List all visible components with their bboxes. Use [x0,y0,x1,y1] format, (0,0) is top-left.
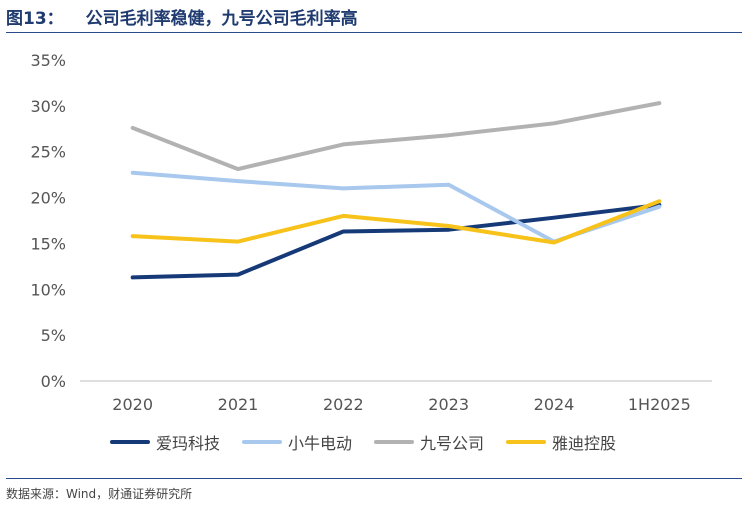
x-tick-label: 2020 [112,395,153,414]
x-tick-label: 2024 [534,395,575,414]
x-tick-label: 1H2025 [628,395,691,414]
line-chart: 0% 5% 10% 15% 20% 25% 30% 35% 2020 2021 2022 2023 20… [30,51,712,414]
x-tick-label: 2023 [428,395,469,414]
legend-item: 九号公司 [374,430,484,454]
legend-item: 小牛电动 [242,430,352,454]
legend-label: 小牛电动 [288,434,353,453]
y-tick-label: 10% [30,280,66,299]
title-divider [6,32,742,33]
legend-swatch [506,440,547,444]
legend-label: 爱玛科技 [156,434,221,453]
legend-item: 雅迪控股 [506,430,616,454]
page-title: 图13： 公司毛利率稳健，九号公司毛利率高 [6,4,358,29]
legend-label: 雅迪控股 [552,434,617,453]
legend-label: 九号公司 [420,434,485,453]
y-tick-label: 25% [30,143,66,162]
series-line-4 [130,199,662,245]
y-tick-label: 35% [30,51,66,70]
y-tick-label: 5% [41,326,66,345]
series-line-3 [130,101,662,172]
y-tick-label: 30% [30,97,66,116]
chart-legend: 爱玛科技 小牛电动 九号公司 雅迪控股 [110,430,616,454]
legend-item: 爱玛科技 [110,430,220,454]
figure-label: 图13： [6,9,64,29]
chart-title: 公司毛利率稳健，九号公司毛利率高 [85,9,358,29]
legend-swatch [374,440,415,444]
source-divider [6,478,742,479]
y-tick-label: 0% [41,372,66,391]
source-note: 数据来源：Wind，财通证券研究所 [6,487,193,501]
x-tick-label: 2022 [323,395,364,414]
legend-swatch [242,440,283,444]
y-tick-label: 15% [30,234,66,253]
y-tick-label: 20% [30,189,66,208]
series-line-1 [130,202,662,280]
x-tick-label: 2021 [218,395,259,414]
legend-swatch [110,440,150,444]
